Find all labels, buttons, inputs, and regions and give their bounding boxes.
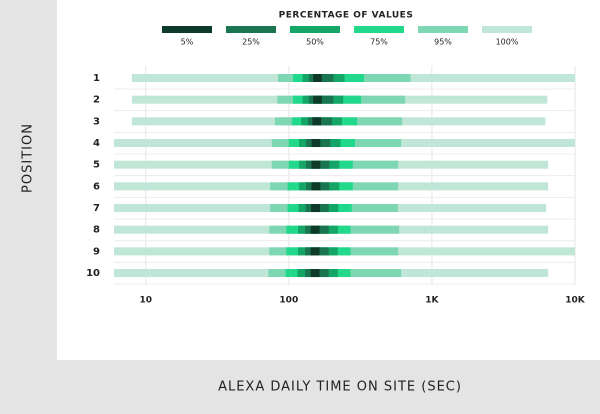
range-bar	[313, 95, 322, 104]
range-bar	[313, 74, 322, 82]
y-tick-label: 7	[93, 203, 100, 214]
x-tick-label: 100	[279, 296, 298, 306]
x-tick-label: 10	[139, 296, 152, 306]
y-tick-label: 1	[93, 73, 100, 84]
y-axis-label: POSITION	[21, 123, 36, 193]
y-panel	[0, 0, 57, 414]
range-bar	[311, 182, 321, 191]
legend-swatch	[418, 26, 468, 33]
legend-swatch	[482, 26, 532, 33]
range-bar	[311, 204, 320, 213]
range-bar	[310, 247, 320, 256]
range-bar	[310, 225, 320, 234]
y-tick-label: 2	[93, 95, 100, 106]
y-tick-label: 4	[93, 138, 100, 149]
legend-label: 50%	[306, 38, 324, 47]
range-bar	[312, 117, 322, 126]
legend-swatch	[290, 26, 340, 33]
y-tick-label: 3	[93, 116, 100, 127]
legend-title: PERCENTAGE OF VALUES	[279, 11, 414, 21]
y-tick-label: 8	[93, 225, 100, 236]
x-axis-label: ALEXA DAILY TIME ON SITE (SEC)	[218, 380, 462, 395]
legend-label: 5%	[181, 38, 194, 47]
range-bar	[310, 269, 320, 278]
legend-swatch	[354, 26, 404, 33]
y-tick-label: 6	[93, 181, 100, 192]
x-panel	[57, 360, 600, 414]
y-tick-label: 9	[93, 246, 100, 257]
y-tick-label: 5	[93, 160, 100, 171]
legend-label: 100%	[496, 38, 519, 47]
range-bar	[311, 160, 321, 169]
x-tick-label: 1K	[425, 296, 439, 306]
legend-swatch	[162, 26, 212, 33]
y-tick-label: 10	[86, 268, 100, 279]
legend-label: 25%	[242, 38, 260, 47]
legend-swatch	[226, 26, 276, 33]
x-tick-label: 10K	[565, 296, 586, 306]
range-bar	[311, 139, 321, 148]
legend-label: 95%	[434, 38, 452, 47]
legend-label: 75%	[370, 38, 388, 47]
